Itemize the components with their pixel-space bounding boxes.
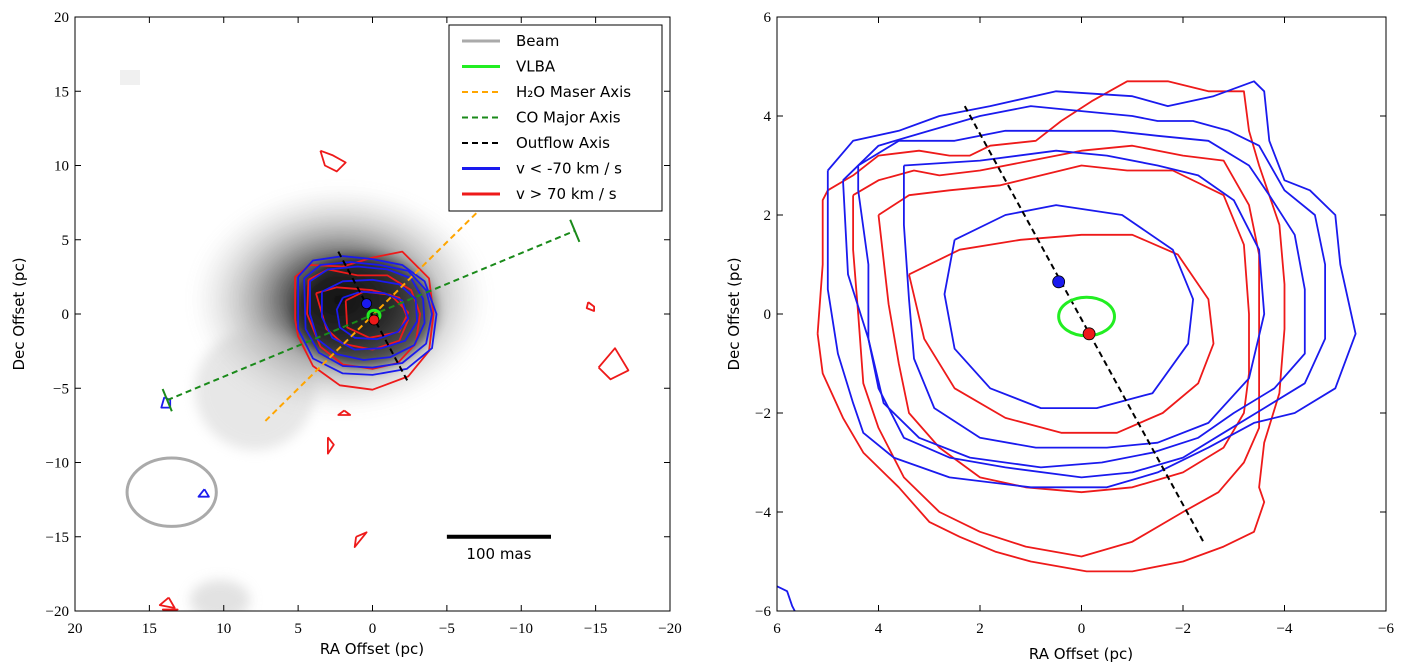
legend-label-0: Beam xyxy=(516,32,559,50)
right-x-tick-label: 4 xyxy=(875,621,883,637)
left-x-tick-label: −15 xyxy=(584,621,607,637)
right-markers xyxy=(1052,275,1116,341)
right-contours xyxy=(777,80,1357,611)
left-red-contour-10 xyxy=(158,596,176,609)
left-blue-contour-4 xyxy=(335,290,410,341)
legend-label-6: v > 70 km / s xyxy=(516,185,617,203)
left-y-tick-label: 20 xyxy=(54,10,69,26)
right-axis-lines xyxy=(963,105,1205,543)
left-blue-contour-3 xyxy=(321,278,418,351)
left-y-tick-label: 15 xyxy=(54,84,69,100)
left-x-tick-label: −20 xyxy=(658,621,681,637)
right-x-tick-label: −6 xyxy=(1378,621,1394,637)
right-blue-contour-1 xyxy=(842,105,1326,479)
right-y-tick-label: −2 xyxy=(755,406,771,422)
left-x-axis-label: RA Offset (pc) xyxy=(320,640,424,658)
left-x-tick-label: −10 xyxy=(510,621,533,637)
right-red-contour-0 xyxy=(816,80,1286,573)
left-x-tick-label: 10 xyxy=(216,621,231,637)
left-x-tick-label: 15 xyxy=(142,621,157,637)
co-axis-endcap-1 xyxy=(569,219,581,243)
legend-label-5: v < -70 km / s xyxy=(516,160,622,178)
scale-bar: 100 mas xyxy=(446,534,551,563)
right-x-tick-label: −4 xyxy=(1277,621,1293,637)
right-x-axis-label: RA Offset (pc) xyxy=(1029,645,1133,663)
left-blue-contour-1 xyxy=(303,261,433,369)
left-contours xyxy=(158,149,630,611)
left-x-tick-label: 5 xyxy=(294,621,302,637)
left-red-contour-11 xyxy=(161,608,179,611)
right-x-tick-label: 6 xyxy=(773,621,781,637)
right-y-tick-label: −4 xyxy=(755,505,771,521)
right-blue-contour-5 xyxy=(777,585,796,611)
right-y-tick-label: 0 xyxy=(764,307,772,323)
left-markers xyxy=(125,298,382,528)
left-y-tick-label: 5 xyxy=(62,233,70,249)
left-x-tick-label: 0 xyxy=(369,621,377,637)
right-outflow-axis-line xyxy=(963,105,1205,543)
right-x-tick-label: 2 xyxy=(976,621,984,637)
left-red-contour-9 xyxy=(353,531,368,548)
right-y-axis-label: Dec Offset (pc) xyxy=(725,257,743,370)
legend-label-1: VLBA xyxy=(516,58,556,76)
right-y-tick-label: 2 xyxy=(764,208,772,224)
right-red-contour-1 xyxy=(852,144,1260,558)
left-red-contour-5 xyxy=(585,301,595,312)
left-x-tick-label: 20 xyxy=(68,621,83,637)
co-axis-endcap-0 xyxy=(161,388,173,412)
left-y-tick-label: 0 xyxy=(62,307,70,323)
left-red-point xyxy=(368,314,380,326)
left-y-axis-label: Dec Offset (pc) xyxy=(10,257,28,370)
right-blue-point xyxy=(1052,275,1066,289)
left-red-contour-2 xyxy=(315,286,410,351)
right-y-tick-label: 6 xyxy=(764,10,772,26)
legend: Beam VLBA H₂O Maser Axis CO Major Axis Outfl… xyxy=(448,24,663,212)
left-blue-contour-6 xyxy=(197,488,210,498)
legend-label-3: CO Major Axis xyxy=(516,109,621,127)
left-red-contour-7 xyxy=(337,409,352,416)
left-h2o-maser-axis-line xyxy=(264,200,490,422)
legend-label-2: H₂O Maser Axis xyxy=(516,83,631,101)
right-y-tick-label: −6 xyxy=(755,604,771,620)
right-red-point xyxy=(1082,327,1096,341)
left-y-tick-label: 10 xyxy=(54,159,69,175)
beam-ellipse xyxy=(125,456,218,528)
right-blue-contour-4 xyxy=(943,204,1194,409)
right-x-tick-label: −2 xyxy=(1175,621,1191,637)
left-x-tick-label: −5 xyxy=(439,621,455,637)
left-red-contour-4 xyxy=(319,149,347,173)
right-blue-contour-2 xyxy=(857,129,1306,469)
right-red-contour-2 xyxy=(877,164,1250,494)
legend-label-4: Outflow Axis xyxy=(516,134,610,152)
left-y-tick-label: −20 xyxy=(46,604,69,620)
right-blue-contour-0 xyxy=(826,80,1357,489)
right-y-tick-label: 4 xyxy=(764,109,772,125)
left-blue-contour-2 xyxy=(309,265,426,361)
left-red-contour-6 xyxy=(597,347,630,381)
right-x-tick-label: 0 xyxy=(1078,621,1086,637)
left-y-tick-label: −10 xyxy=(46,456,69,472)
right-red-contour-3 xyxy=(908,233,1215,434)
right-blue-contour-3 xyxy=(903,149,1266,449)
left-y-tick-label: −15 xyxy=(46,530,69,546)
left-y-tick-label: −5 xyxy=(53,381,69,397)
left-red-contour-8 xyxy=(327,436,335,455)
scale-bar-label: 100 mas xyxy=(466,545,531,563)
left-blue-contour-0 xyxy=(297,255,438,376)
left-blue-point xyxy=(361,298,372,310)
